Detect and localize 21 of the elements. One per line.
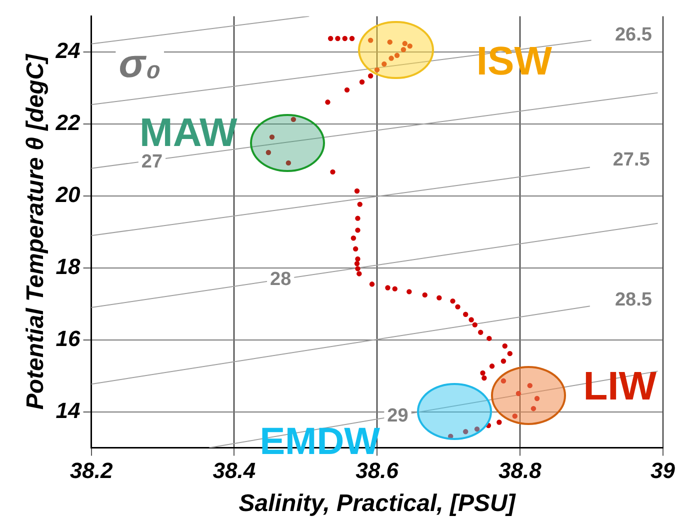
- y-tick-label: 20: [54, 182, 82, 208]
- x-tick-label: 38.8: [498, 458, 542, 484]
- annotation: LIW: [583, 364, 657, 408]
- annotation: 27.5: [612, 150, 650, 171]
- x-tick-label: 38.2: [70, 458, 114, 484]
- x-tick-label: 39: [650, 458, 676, 484]
- x-axis-title: Salinity, Practical, [PSU]: [238, 490, 516, 518]
- annotation: 26.5: [614, 24, 652, 46]
- y-axis-title: Potential Temperature θ [degC]: [22, 53, 50, 410]
- y-tick-label: 16: [56, 326, 82, 351]
- y-tick-label: 14: [56, 398, 80, 423]
- annotation: σ₀: [118, 42, 162, 86]
- x-tick-label: 38.6: [356, 458, 400, 484]
- y-tick-label: 22: [54, 110, 82, 136]
- y-tick-label: 24: [54, 38, 80, 64]
- annotation: 27: [141, 151, 163, 172]
- annotation: 29: [387, 405, 408, 426]
- x-tick-label: 38.4: [212, 458, 256, 484]
- annotation: 28.5: [614, 290, 652, 311]
- annotation: 28: [270, 269, 292, 290]
- y-tick-label: 18: [56, 254, 82, 280]
